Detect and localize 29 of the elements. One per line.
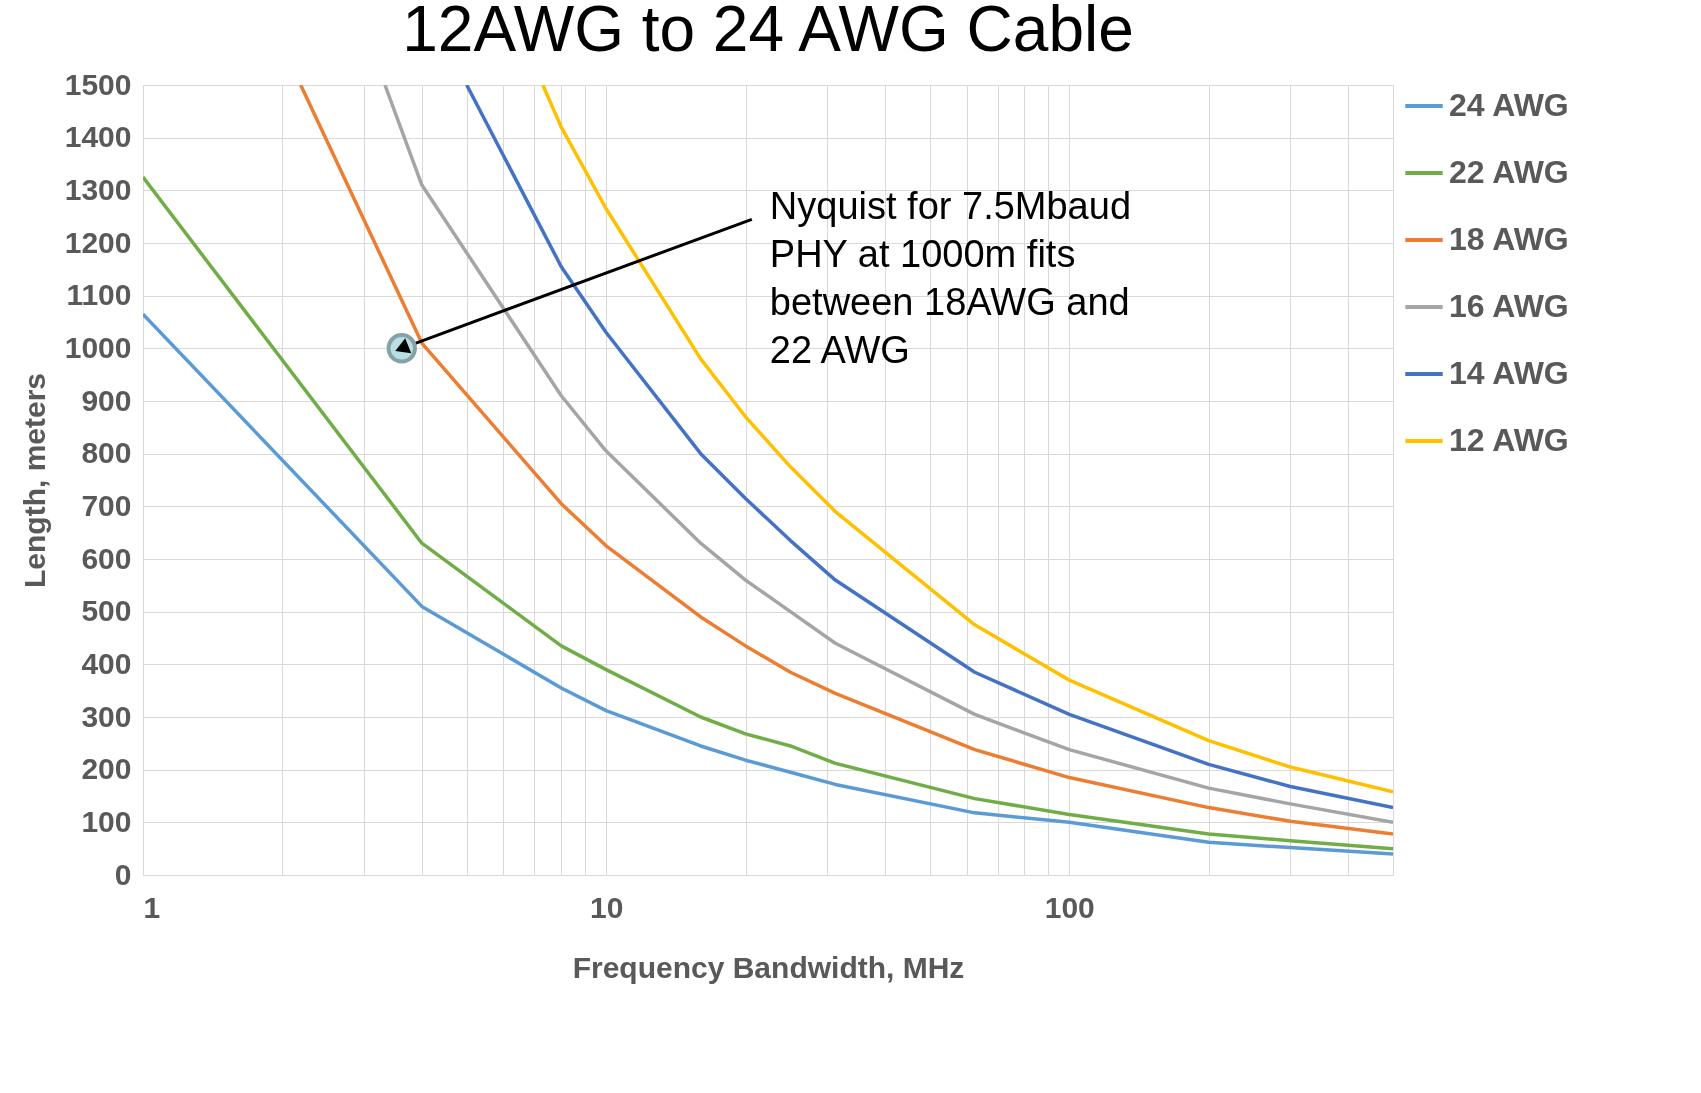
legend-label: 16 AWG [1449,288,1569,324]
x-tick-label: 1 [143,890,161,924]
y-axis-title: Length, meters [17,372,51,589]
legend-label: 24 AWG [1449,87,1569,123]
chart-title: 12AWG to 24 AWG Cable [402,0,1134,65]
y-tick-label: 1500 [64,67,132,101]
x-tick-label: 100 [1044,890,1095,924]
y-tick-label: 800 [81,436,132,470]
y-tick-label: 900 [81,383,132,417]
annotation: Nyquist for 7.5Mbaud PHY at 1000m fits between 18AWG and 22 AWG [769,185,1132,372]
legend-label: 22 AWG [1449,154,1569,190]
legend-label: 12 AWG [1449,422,1569,458]
y-tick-label: 100 [81,804,132,838]
y-tick-label: 1400 [64,120,132,154]
legend-label: 18 AWG [1449,221,1569,257]
y-tick-label: 700 [81,488,132,522]
y-tick-label: 200 [81,752,132,786]
x-tick-label: 10 [589,890,624,924]
y-tick-label: 0 [114,857,132,891]
legend-label: 14 AWG [1449,355,1569,391]
y-tick-label: 1000 [64,330,132,364]
y-tick-label: 600 [81,541,132,575]
y-tick-label: 1200 [64,225,132,259]
x-axis-title: Frequency Bandwidth, MHz [572,950,965,984]
y-tick-label: 400 [81,646,132,680]
y-tick-label: 500 [81,594,132,628]
y-tick-label: 1100 [66,278,132,312]
y-tick-label: 1300 [64,172,132,206]
y-tick-label: 300 [81,699,132,733]
